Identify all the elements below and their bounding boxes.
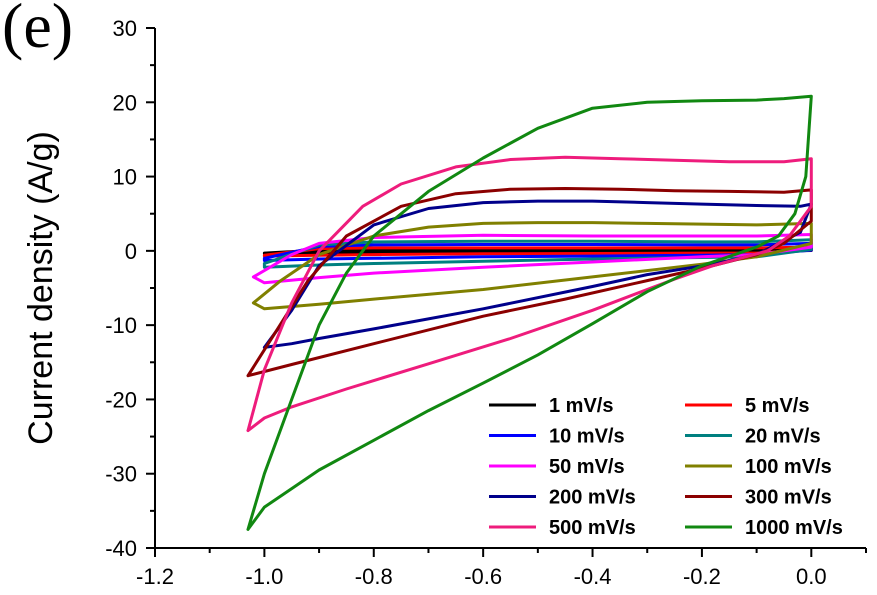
y-tick-label: -20 [105,387,137,412]
y-tick-label: 30 [113,16,137,41]
series-line-8 [246,155,813,433]
series-line-9 [246,94,813,531]
panel-label: (e) [2,0,74,61]
legend-label-7: 300 mV/s [745,487,832,509]
y-tick-label: -10 [105,313,137,338]
y-tick-label: 0 [125,239,137,264]
x-tick-label: -1.0 [245,564,283,589]
y-axis-title: Current density (A/g) [22,131,60,445]
legend-label-2: 10 mV/s [549,426,625,448]
x-tick-label: -0.8 [355,564,393,589]
y-tick-label: -30 [105,462,137,487]
legend-label-5: 100 mV/s [745,456,832,478]
x-tick-label: -0.6 [464,564,502,589]
series-line-6 [262,199,813,349]
series-line-5 [251,221,813,311]
legend-label-0: 1 mV/s [549,395,613,417]
legend-label-1: 5 mV/s [745,395,809,417]
x-tick-label: 0.0 [796,564,827,589]
legend-label-9: 1000 mV/s [745,517,843,539]
legend-label-8: 500 mV/s [549,517,636,539]
legend-label-6: 200 mV/s [549,487,636,509]
y-tick-label: -40 [105,536,137,561]
series-line-7 [246,187,813,378]
legend-label-4: 50 mV/s [549,456,625,478]
series-line-3 [262,238,813,269]
x-tick-label: -1.2 [136,564,174,589]
y-tick-label: 20 [113,90,137,115]
legend-label-3: 20 mV/s [745,426,821,448]
x-tick-label: -0.4 [574,564,612,589]
y-tick-label: 10 [113,165,137,190]
x-tick-label: -0.2 [683,564,721,589]
